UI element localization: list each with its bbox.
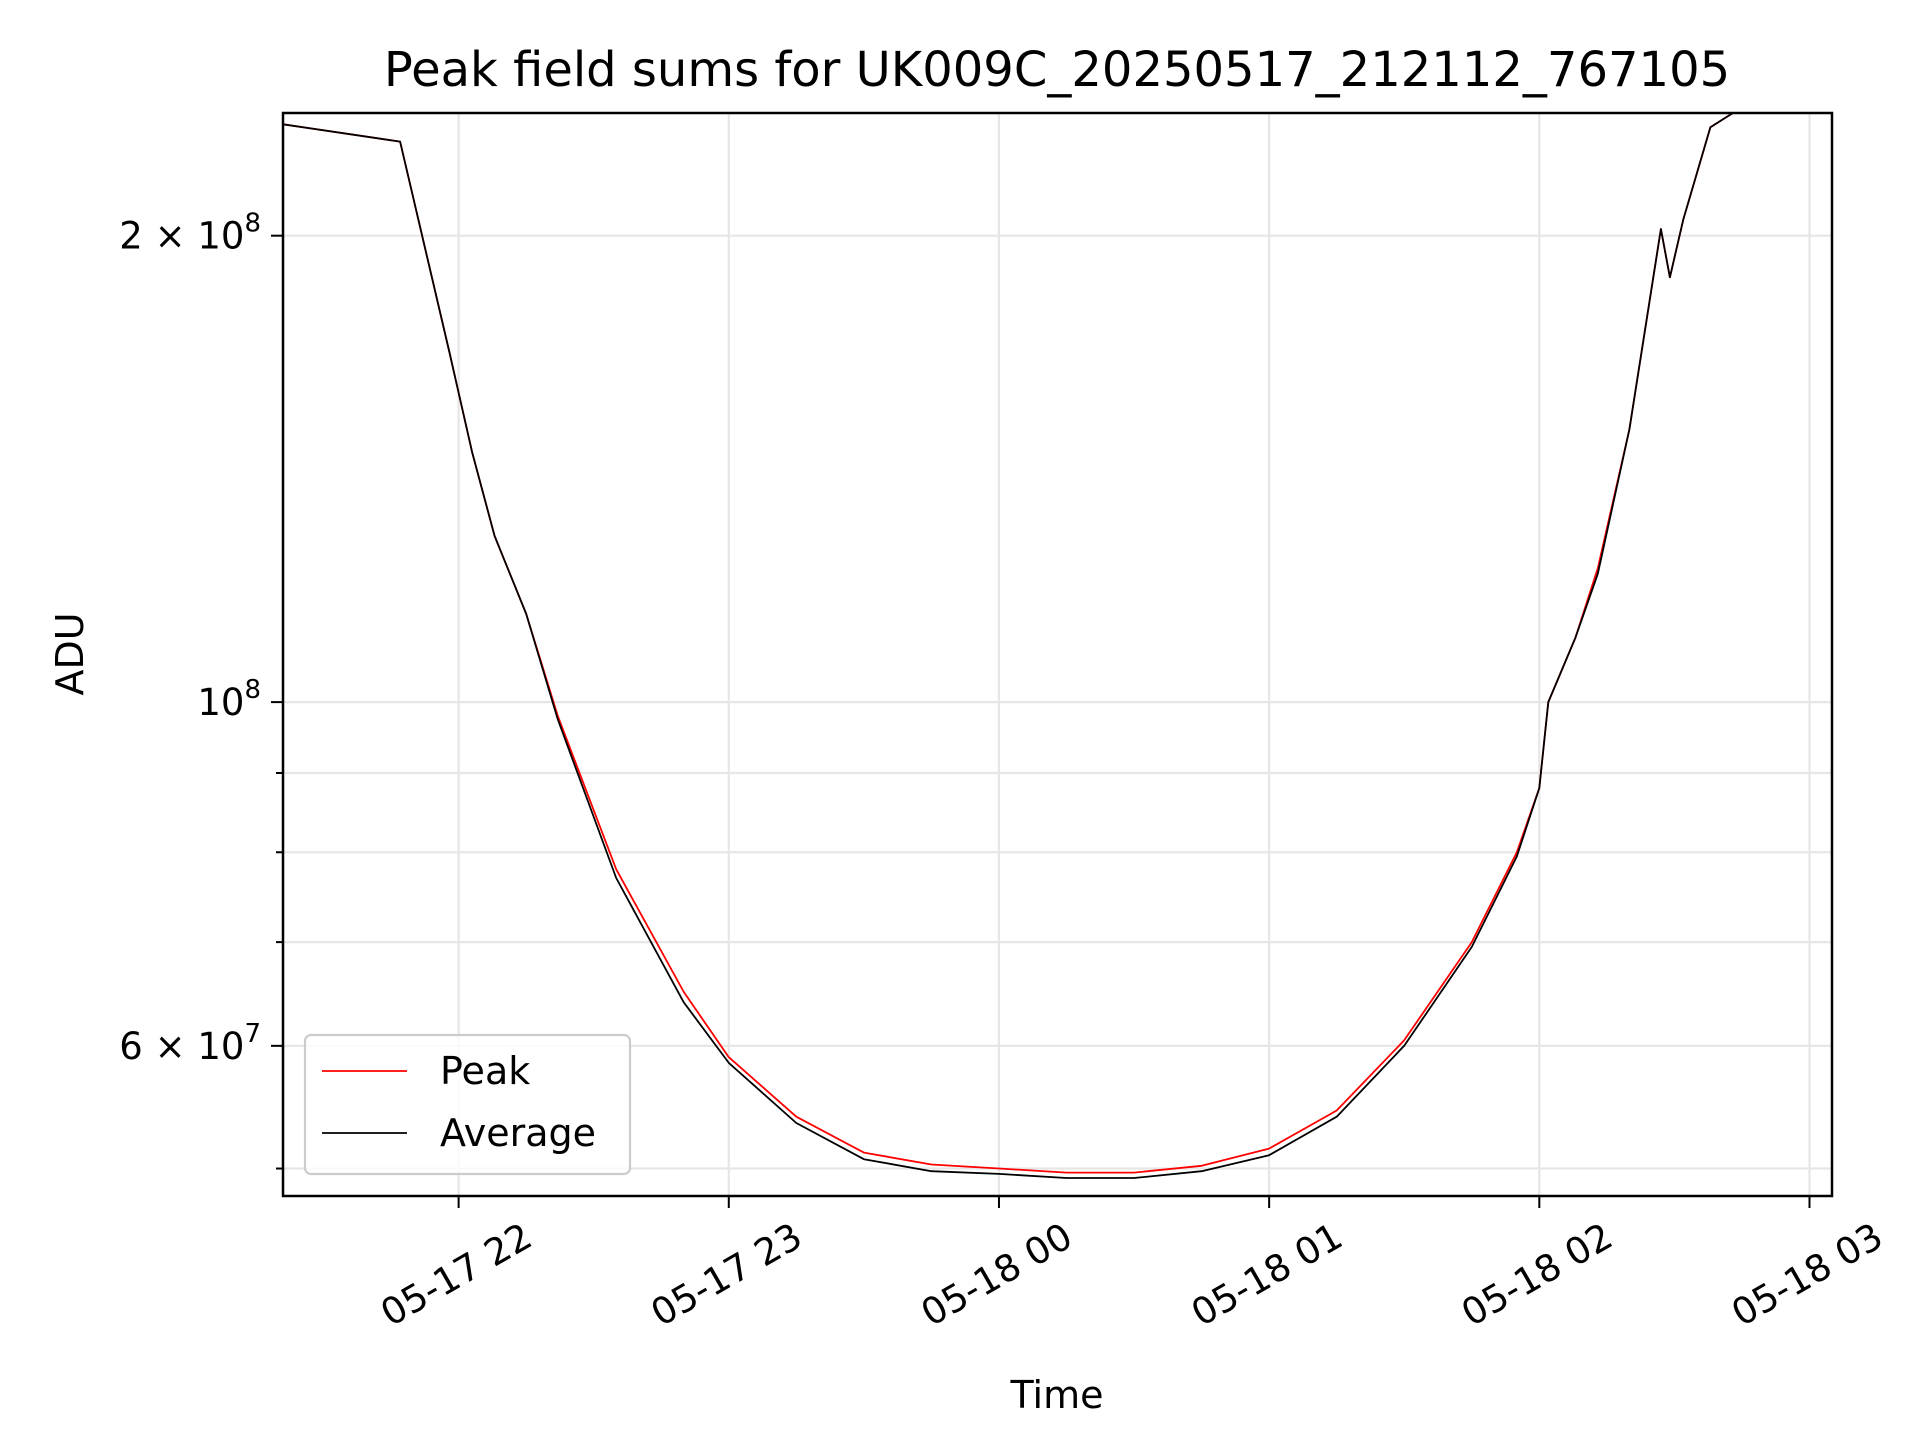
grid-layer <box>283 113 1832 1196</box>
plot-frame <box>281 111 1834 1198</box>
y-tick-label: 6 × 107 <box>119 1019 261 1068</box>
series-line-average <box>283 113 1832 1179</box>
y-tick-label: 108 <box>197 675 261 724</box>
legend: Peak Average <box>303 1033 632 1176</box>
legend-label-peak: Peak <box>440 1049 530 1093</box>
legend-box <box>303 1033 632 1176</box>
chart-title: Peak field sums for UK009C_20250517_2121… <box>384 42 1730 98</box>
y-tick-label: 2 × 108 <box>119 209 261 258</box>
legend-label-average: Average <box>440 1111 596 1155</box>
series-layer <box>283 113 1832 1179</box>
x-axis-label: Time <box>1010 1373 1104 1417</box>
y-axis-label: ADU <box>48 612 92 695</box>
